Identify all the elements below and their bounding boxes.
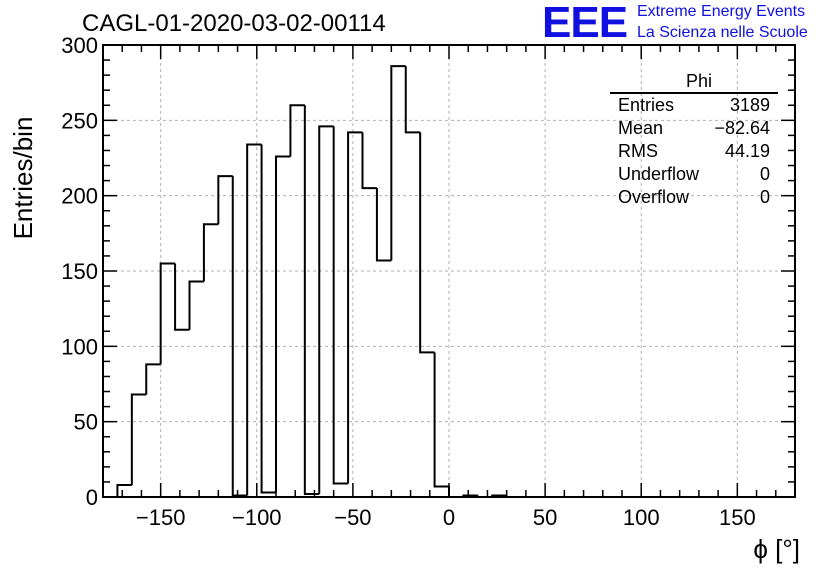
stats-row: RMS 44.19	[610, 140, 778, 163]
histogram-bin	[433, 352, 449, 488]
histogram-bin	[361, 132, 377, 190]
histogram-bin	[145, 363, 161, 395]
y-tick-label: 100	[61, 334, 98, 359]
x-tick-label: −100	[232, 505, 282, 530]
stats-value: 0	[759, 187, 770, 207]
stats-title: Phi	[610, 70, 778, 94]
x-axis-label: ϕ [°]	[753, 534, 800, 564]
histogram-bin	[448, 486, 464, 498]
stats-value: 3189	[729, 95, 770, 115]
plot-title: CAGL-01-2020-03-02-00114	[82, 10, 386, 37]
x-tick-label: 150	[719, 505, 756, 530]
logo-line-2: La Scienza nelle Scuole	[637, 24, 808, 41]
histogram-bin	[246, 143, 262, 496]
histogram-bin	[289, 104, 305, 157]
y-tick-label: 50	[74, 410, 98, 435]
histogram-bin	[202, 223, 219, 282]
y-tick-label: 0	[86, 485, 98, 510]
histogram-bin	[332, 126, 349, 485]
histogram-bin	[275, 155, 291, 493]
stats-value: 0	[759, 164, 770, 184]
stats-label: RMS	[618, 141, 658, 161]
stats-label: Overflow	[618, 187, 690, 207]
eee-logo: EEE	[542, 0, 628, 47]
stats-label: Mean	[618, 118, 664, 138]
stats-row: Entries 3189	[610, 94, 778, 117]
histogram-bin	[347, 131, 363, 484]
axis-ticks	[102, 44, 796, 498]
histogram-bin	[217, 175, 233, 225]
x-tick-labels: −150 −100 −50 0 50 100 150	[136, 505, 756, 530]
histogram-bars	[103, 65, 795, 498]
histogram-bin	[404, 66, 421, 134]
stats-label: Entries	[618, 95, 675, 115]
stats-row: Underflow 0	[610, 163, 778, 186]
histogram-bin	[231, 176, 248, 497]
stats-row: Overflow 0	[610, 186, 778, 209]
logo-line-1: Extreme Energy Events	[637, 3, 806, 20]
y-tick-label: 300	[61, 33, 98, 58]
y-axis-label: Entries/bin	[8, 117, 38, 240]
x-tick-label: −150	[136, 505, 186, 530]
y-tick-label: 200	[61, 184, 98, 209]
histogram-bin	[375, 188, 392, 262]
stats-box: Phi Entries 3189 Mean −82.64 RMS 44.19 Unde…	[610, 70, 778, 209]
x-tick-label: 0	[443, 505, 455, 530]
stats-label: Underflow	[618, 164, 700, 184]
histogram-bin	[188, 280, 204, 330]
y-tick-label: 250	[61, 108, 98, 133]
stats-value: 44.19	[724, 141, 770, 161]
histogram-bin	[159, 262, 176, 365]
x-tick-label: 100	[623, 505, 660, 530]
histogram-bin	[318, 125, 334, 494]
histogram-bin	[303, 105, 320, 495]
histogram-bin	[174, 263, 190, 331]
histogram-bin	[116, 483, 132, 497]
histogram-bin	[130, 393, 147, 485]
stats-row: Mean −82.64	[610, 117, 778, 140]
x-tick-label: 50	[533, 505, 557, 530]
histogram-bin	[260, 144, 276, 494]
histogram-bin	[419, 132, 435, 354]
x-tick-label: −50	[334, 505, 371, 530]
histogram-bin	[390, 65, 406, 261]
stats-value: −82.64	[714, 118, 770, 138]
y-tick-label: 150	[61, 259, 98, 284]
y-tick-labels: 0 50 100 150 200 250 300	[61, 33, 98, 510]
